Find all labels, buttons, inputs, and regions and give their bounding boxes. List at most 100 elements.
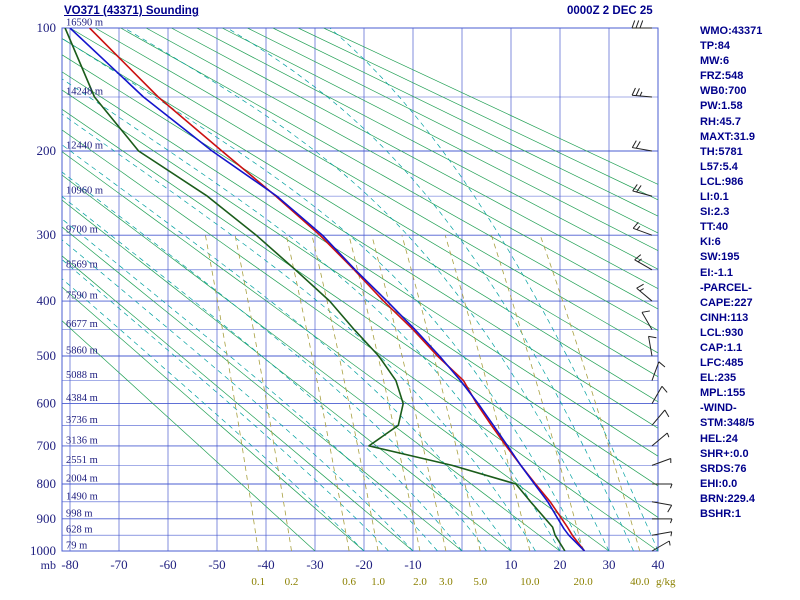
mixing-ratio-label: 10.0 <box>520 576 540 588</box>
mixing-ratio-label: 0.2 <box>285 576 299 588</box>
height-label: 8569 m <box>66 259 98 270</box>
temp-tick-label: -60 <box>159 557 176 572</box>
pressure-label: 800 <box>37 476 57 491</box>
index-value: -PARCEL- <box>700 281 752 294</box>
temp-tick-label: -70 <box>110 557 127 572</box>
index-value: MAXT:31.9 <box>700 130 756 143</box>
temp-axis-labels: -80 -70 -60 -50 -40 -30 -20 -10 10 20 30 40 <box>61 557 664 572</box>
height-label: 7590 m <box>66 291 98 302</box>
parcel-curve <box>69 28 586 551</box>
index-value: EL:235 <box>700 372 737 385</box>
mixing-ratio-label: 40.0 <box>630 576 650 588</box>
temp-tick-label: 10 <box>505 557 518 572</box>
index-value: WB0:700 <box>700 85 747 98</box>
height-label: 3736 m <box>66 415 98 426</box>
index-value: PW:1.58 <box>700 100 743 113</box>
height-label: 10960 m <box>66 186 103 197</box>
height-label: 16590 m <box>66 18 103 29</box>
mixing-ratio-label: 1.0 <box>371 576 385 588</box>
height-labels: 16590 m 14248 m 12440 m 10960 m 9700 m 8569 m… <box>66 18 103 552</box>
height-label: 12440 m <box>66 141 103 152</box>
pressure-label: 300 <box>37 227 57 242</box>
temp-tick-label: -50 <box>208 557 225 572</box>
temp-tick-label: -10 <box>404 557 421 572</box>
index-value: MW:6 <box>700 55 730 68</box>
chart-title: VO371 (43371) Sounding <box>64 5 199 17</box>
mixing-unit-label: g/kg <box>656 576 676 588</box>
moist-adiabats <box>62 28 658 551</box>
dry-adiabats <box>62 28 658 551</box>
index-value: WMO:43371 <box>700 25 763 37</box>
temp-tick-label: -40 <box>257 557 274 572</box>
wind-barbs <box>631 20 673 552</box>
pressure-isotherm-grid <box>61 27 659 552</box>
mixing-ratio-label: 5.0 <box>473 576 487 588</box>
temp-tick-label: 40 <box>652 557 665 572</box>
index-value: BSHR:1 <box>700 508 741 520</box>
index-value: -WIND- <box>700 402 737 415</box>
index-value: LFC:485 <box>700 357 744 370</box>
mixing-ratio-label: 0.6 <box>342 576 356 588</box>
mixing-ratio-lines <box>205 235 641 551</box>
index-value: CAPE:227 <box>700 296 753 309</box>
height-label: 6677 m <box>66 319 98 330</box>
mixing-ratio-label: 0.1 <box>251 576 265 588</box>
index-value: LI:0.1 <box>700 191 729 204</box>
index-value: EHI:0.0 <box>700 477 738 490</box>
chart-datetime: 0000Z 2 DEC 25 <box>567 5 653 17</box>
height-label: 628 m <box>66 525 93 536</box>
pressure-label: 200 <box>37 143 57 158</box>
indices-panel: WMO:43371 TP:84 MW:6 FRZ:548 WB0:700 PW:1.58 R… <box>700 24 798 522</box>
dewpoint-curve <box>64 28 566 551</box>
index-value: SW:195 <box>700 251 740 264</box>
index-value: LCL:986 <box>700 175 744 188</box>
pressure-label: 100 <box>37 20 57 35</box>
index-value: BRN:229.4 <box>700 492 756 505</box>
index-value: SRDS:76 <box>700 462 747 475</box>
height-label: 5860 m <box>66 346 98 357</box>
pressure-unit-label: mb <box>41 558 56 572</box>
height-label: 9700 m <box>66 225 98 236</box>
mixing-ratio-label: 2.0 <box>413 576 427 588</box>
index-value: MPL:155 <box>700 387 746 400</box>
index-value: SHR+:0.0 <box>700 447 749 460</box>
temp-tick-label: 20 <box>554 557 567 572</box>
pressure-label: 600 <box>37 396 57 411</box>
height-label: 1490 m <box>66 491 98 502</box>
index-value: HEL:24 <box>700 432 738 445</box>
pressure-label: 700 <box>37 438 57 453</box>
height-label: 998 m <box>66 508 93 519</box>
index-value: FRZ:548 <box>700 70 744 83</box>
mixing-ratio-labels: 0.1 0.2 0.6 1.0 2.0 3.0 5.0 10.0 20.0 40.0 g/kg <box>251 576 676 588</box>
temp-tick-label: -30 <box>306 557 323 572</box>
index-value: EI:-1.1 <box>700 266 734 279</box>
index-value: SI:2.3 <box>700 206 730 219</box>
index-value: CAP:1.1 <box>700 341 743 354</box>
mixing-ratio-label: 3.0 <box>439 576 453 588</box>
pressure-label: 900 <box>37 511 57 526</box>
temp-tick-label: -80 <box>61 557 78 572</box>
temp-tick-label: -20 <box>355 557 372 572</box>
pressure-label: 500 <box>37 348 57 363</box>
height-label: 79 m <box>66 541 87 552</box>
index-value: KI:6 <box>700 236 721 249</box>
index-value: TP:84 <box>700 40 730 53</box>
index-value: TT:40 <box>700 221 729 234</box>
height-label: 2551 m <box>66 455 98 466</box>
mixing-ratio-label: 20.0 <box>574 576 594 588</box>
height-label: 5088 m <box>66 370 98 381</box>
index-value: L57:5.4 <box>700 160 738 173</box>
height-label: 4384 m <box>66 393 98 404</box>
height-label: 3136 m <box>66 435 98 446</box>
index-value: RH:45.7 <box>700 115 741 128</box>
height-label: 14248 m <box>66 86 103 97</box>
index-value: STM:348/5 <box>700 417 755 430</box>
index-value: TH:5781 <box>700 145 743 158</box>
index-value: CINH:113 <box>700 311 749 324</box>
pressure-label: 1000 <box>30 543 56 558</box>
pressure-label: 400 <box>37 293 57 308</box>
height-label: 2004 m <box>66 473 98 484</box>
